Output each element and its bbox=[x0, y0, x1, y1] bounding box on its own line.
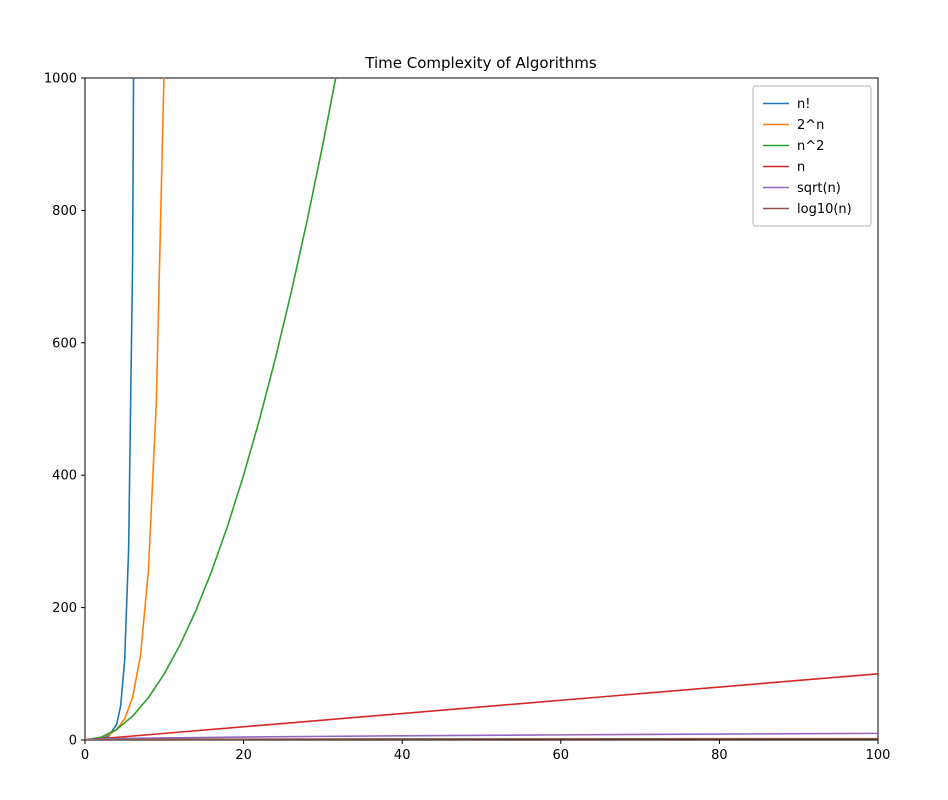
y-tick-label: 600 bbox=[52, 336, 77, 351]
series-line-0-n- bbox=[85, 78, 135, 740]
series-group bbox=[85, 78, 878, 740]
x-tick-label: 60 bbox=[553, 748, 570, 763]
legend-item-4: sqrt(n) bbox=[763, 181, 841, 196]
legend-label: n! bbox=[797, 97, 810, 112]
legend-item-2: n^2 bbox=[763, 139, 824, 154]
x-tick-label: 80 bbox=[711, 748, 728, 763]
x-axis: 0 20 40 60 80 100 bbox=[81, 740, 891, 763]
y-tick-label: 1000 bbox=[44, 72, 77, 87]
y-tick-label: 400 bbox=[52, 469, 77, 484]
y-tick-label: 800 bbox=[52, 204, 77, 219]
y-tick-label: 200 bbox=[52, 601, 77, 616]
series-line-1-2-n bbox=[85, 78, 165, 740]
series-line-4-sqrt-n- bbox=[85, 732, 878, 740]
x-tick-label: 0 bbox=[81, 748, 89, 763]
legend-item-5: log10(n) bbox=[763, 202, 852, 217]
legend-item-0: n! bbox=[763, 97, 810, 112]
legend: n! 2^n n^2 n sqrt(n) log10(n) bbox=[752, 85, 872, 227]
series-line-2-n-2 bbox=[85, 78, 337, 740]
legend-label: n^2 bbox=[797, 139, 824, 154]
x-tick-label: 100 bbox=[866, 748, 891, 763]
legend-box bbox=[752, 85, 872, 227]
legend-label: 2^n bbox=[797, 118, 824, 133]
y-tick-label: 0 bbox=[69, 734, 77, 749]
legend-label: n bbox=[797, 160, 805, 175]
plot-frame bbox=[84, 77, 879, 741]
legend-label: log10(n) bbox=[797, 202, 852, 217]
legend-item-1: 2^n bbox=[763, 118, 824, 133]
y-axis: 0 200 400 600 800 1000 bbox=[44, 72, 85, 749]
legend-label: sqrt(n) bbox=[797, 181, 841, 196]
legend-item-3: n bbox=[763, 160, 805, 175]
series-line-3-n bbox=[85, 673, 878, 740]
chart-title: Time Complexity of Algorithms bbox=[364, 54, 597, 72]
x-tick-label: 20 bbox=[235, 748, 252, 763]
x-tick-label: 40 bbox=[394, 748, 411, 763]
series-line-5-log10-n- bbox=[92, 737, 878, 740]
